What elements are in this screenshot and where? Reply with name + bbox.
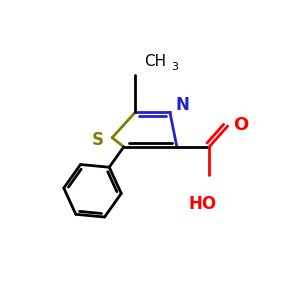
Text: 3: 3 — [171, 62, 178, 72]
Text: O: O — [233, 116, 249, 134]
Text: HO: HO — [188, 195, 216, 213]
Text: N: N — [176, 96, 190, 114]
Text: S: S — [92, 131, 104, 149]
Text: CH: CH — [145, 54, 166, 69]
